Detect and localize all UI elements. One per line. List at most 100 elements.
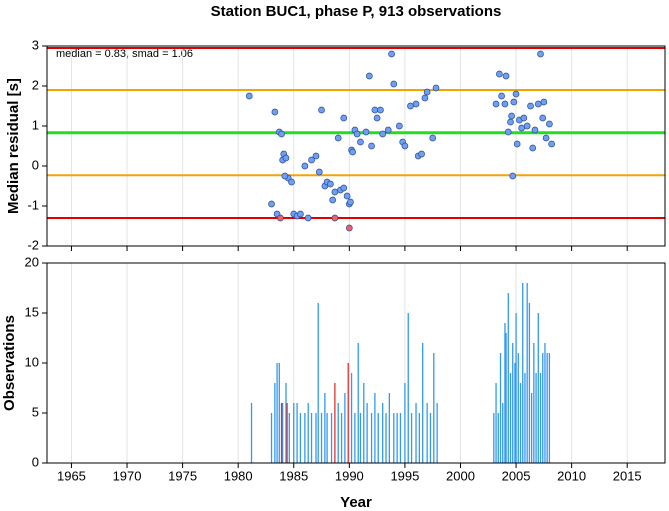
point — [365, 72, 373, 80]
point — [268, 200, 275, 208]
y-tick-label: 20 — [25, 254, 39, 269]
point — [277, 214, 284, 222]
point — [518, 124, 525, 132]
point — [340, 114, 348, 122]
y-tick-label: 3 — [32, 37, 39, 52]
x-tick-label: 1980 — [224, 468, 253, 483]
point — [343, 192, 351, 200]
x-tick-label: 1990 — [335, 468, 364, 483]
point — [371, 106, 379, 114]
x-tick-label: 2010 — [557, 468, 586, 483]
point — [513, 140, 521, 148]
point — [377, 106, 384, 114]
point — [297, 210, 304, 218]
point — [340, 184, 348, 192]
point — [509, 172, 517, 180]
point — [546, 120, 553, 128]
point — [429, 134, 437, 142]
point — [308, 156, 315, 164]
x-tick-label: 1975 — [168, 468, 197, 483]
point — [527, 102, 534, 110]
point — [271, 108, 279, 116]
y-tick-label: -1 — [27, 197, 39, 212]
point — [373, 114, 381, 122]
point — [496, 70, 503, 78]
y-tick-label: 2 — [32, 77, 39, 92]
y-tick-label: 5 — [32, 404, 39, 419]
point — [282, 154, 290, 162]
point — [353, 130, 361, 138]
y-axis-label: Observations — [1, 315, 18, 411]
point — [504, 128, 512, 136]
x-tick-label: 2015 — [613, 468, 642, 483]
y-tick-label: 0 — [32, 454, 39, 469]
point — [508, 112, 515, 120]
point — [401, 142, 409, 150]
x-tick-label: 1985 — [279, 468, 308, 483]
point — [245, 92, 253, 100]
point — [368, 142, 375, 150]
x-tick-label: 2000 — [446, 468, 475, 483]
point — [542, 134, 550, 142]
chart-title: Station BUC1, phase P, 913 observations — [211, 3, 502, 20]
point — [357, 138, 364, 146]
point — [331, 214, 339, 222]
point — [388, 50, 395, 58]
x-tick-label: 1965 — [57, 468, 86, 483]
point — [523, 122, 531, 130]
y-tick-label: 15 — [25, 304, 39, 319]
point — [507, 118, 514, 126]
y-tick-label: 10 — [25, 354, 39, 369]
point — [432, 84, 440, 92]
point — [520, 114, 528, 122]
point — [334, 134, 342, 142]
point — [390, 80, 398, 88]
point — [407, 102, 414, 110]
point — [512, 90, 520, 98]
point — [498, 92, 505, 100]
y-tick-label: 0 — [32, 157, 39, 172]
point — [331, 188, 339, 196]
x-tick-label: 1995 — [390, 468, 419, 483]
y-tick-label: 1 — [32, 117, 39, 132]
point — [421, 94, 429, 102]
point — [510, 98, 518, 106]
point — [539, 114, 547, 122]
point — [418, 150, 425, 158]
point — [534, 100, 542, 108]
point — [395, 122, 403, 130]
point — [492, 100, 500, 108]
plot-frame — [46, 262, 666, 464]
point — [412, 100, 420, 108]
annotation: median = 0.83, smad = 1.06 — [56, 48, 193, 60]
point — [345, 224, 353, 232]
point — [501, 100, 509, 108]
point — [531, 126, 539, 134]
plot-frame — [46, 45, 666, 247]
x-axis-label: Year — [340, 494, 372, 511]
y-axis-label: Median residual [s] — [5, 78, 22, 214]
point — [278, 130, 285, 138]
point — [288, 178, 295, 186]
point — [327, 180, 334, 188]
point — [379, 130, 387, 138]
point — [423, 88, 431, 96]
point — [312, 152, 320, 160]
point — [540, 98, 548, 106]
point — [548, 140, 555, 148]
point — [384, 126, 392, 134]
point — [362, 128, 370, 136]
y-tick-label: -2 — [27, 237, 39, 252]
point — [281, 172, 289, 180]
point — [349, 148, 357, 156]
point — [347, 198, 354, 206]
point — [318, 106, 325, 114]
x-tick-label: 1970 — [113, 468, 142, 483]
point — [315, 168, 323, 176]
x-tick-label: 2005 — [502, 468, 531, 483]
point — [502, 72, 510, 80]
point — [329, 196, 337, 204]
point — [537, 50, 544, 58]
